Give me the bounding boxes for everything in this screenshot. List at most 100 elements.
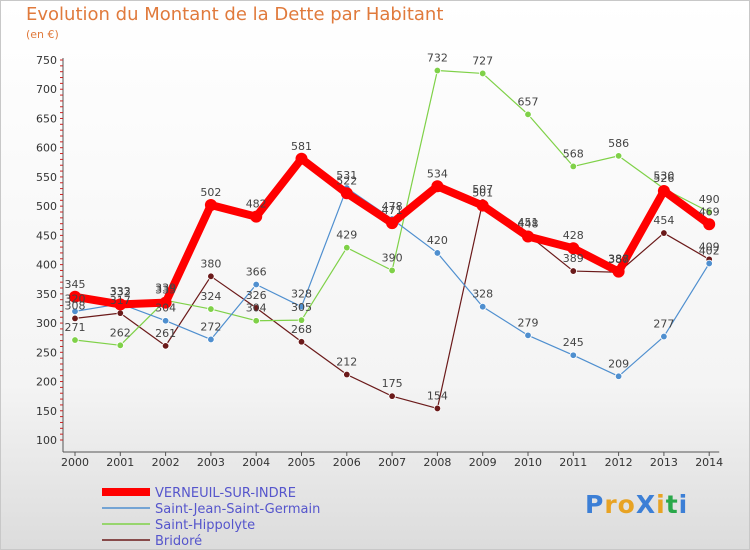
x-tick-label: 2014 — [695, 456, 723, 469]
x-tick-label: 2013 — [650, 456, 678, 469]
data-point — [207, 305, 215, 313]
y-tick-label: 200 — [36, 376, 57, 389]
data-point — [71, 307, 79, 316]
y-tick-label: 350 — [36, 288, 57, 301]
data-point — [204, 198, 217, 211]
data-label: 326 — [246, 289, 267, 302]
data-label: 534 — [427, 167, 448, 180]
data-label: 209 — [608, 357, 629, 370]
data-label: 271 — [65, 321, 86, 334]
y-tick-label: 500 — [36, 200, 57, 213]
data-point — [569, 351, 577, 359]
y-tick-label: 250 — [36, 346, 57, 359]
data-point — [657, 184, 670, 197]
data-label: 333 — [110, 285, 131, 298]
logo-letter: t — [665, 490, 679, 519]
data-label: 526 — [653, 172, 674, 185]
proxiti-logo: ProXiti — [585, 490, 688, 519]
x-tick-label: 2006 — [333, 456, 361, 469]
data-label: 320 — [65, 292, 86, 305]
data-point — [69, 290, 81, 303]
data-point — [569, 267, 577, 275]
y-tick-label: 550 — [36, 171, 57, 184]
data-point — [660, 332, 668, 341]
data-label: 305 — [291, 301, 312, 314]
data-point — [71, 314, 79, 323]
legend-label: VERNEUIL-SUR-INDRE — [155, 486, 296, 501]
data-point — [703, 218, 716, 231]
data-point — [388, 392, 396, 400]
data-label: 345 — [65, 278, 86, 291]
data-label: 581 — [291, 140, 312, 153]
data-point — [705, 259, 713, 268]
logo-letter: P — [585, 490, 605, 519]
logo-letter: X — [635, 490, 657, 519]
data-point — [567, 242, 580, 255]
y-tick-label: 300 — [36, 317, 57, 330]
data-label: 727 — [472, 54, 493, 67]
x-tick-label: 2007 — [378, 456, 406, 469]
data-label: 530 — [653, 170, 674, 183]
data-point — [71, 336, 79, 344]
data-label: 522 — [336, 174, 357, 187]
data-point — [614, 152, 623, 160]
data-point — [569, 162, 577, 171]
y-tick-label: 700 — [36, 83, 57, 96]
data-point — [386, 217, 399, 230]
data-point — [114, 298, 127, 311]
logo-letter: i — [678, 490, 689, 519]
y-tick-label: 400 — [36, 259, 57, 272]
data-label: 380 — [200, 257, 221, 270]
data-label: 429 — [336, 229, 357, 242]
x-tick-label: 2009 — [469, 456, 497, 469]
data-label: 454 — [653, 214, 674, 227]
data-point — [297, 338, 306, 346]
data-label: 304 — [155, 302, 176, 315]
data-point — [433, 66, 442, 75]
data-point — [522, 230, 534, 243]
data-label: 531 — [336, 169, 357, 182]
x-tick-label: 2004 — [242, 456, 270, 469]
data-label: 268 — [291, 323, 312, 336]
data-label: 471 — [382, 204, 403, 217]
data-label: 568 — [563, 147, 584, 160]
data-point — [612, 265, 625, 278]
legend-label: Bridoré — [155, 534, 202, 549]
data-label: 366 — [246, 265, 267, 278]
data-point — [161, 342, 170, 350]
data-point — [705, 208, 713, 216]
data-label: 448 — [518, 218, 539, 231]
data-point — [252, 280, 260, 289]
data-label: 245 — [563, 336, 584, 349]
data-point — [250, 210, 263, 223]
chart-title: Evolution du Montant de la Dette par Hab… — [26, 4, 444, 25]
logo-letter: r — [604, 490, 618, 519]
data-label: 502 — [200, 186, 221, 199]
data-point — [252, 317, 260, 325]
data-point — [660, 229, 668, 237]
data-label: 154 — [427, 389, 448, 402]
data-label: 402 — [699, 244, 720, 257]
data-label: 657 — [518, 95, 539, 108]
data-label: 335 — [155, 284, 176, 297]
data-label: 389 — [563, 252, 584, 265]
data-point — [161, 317, 170, 325]
y-tick-label: 750 — [36, 54, 57, 67]
data-point — [343, 370, 351, 379]
data-point — [297, 303, 306, 311]
legend-label: Saint-Jean-Saint-Germain — [155, 502, 320, 517]
data-point — [252, 304, 260, 312]
data-label: 317 — [110, 294, 131, 307]
data-label: 428 — [563, 229, 584, 242]
data-label: 262 — [110, 326, 131, 339]
chart-subtitle: (en €) — [26, 28, 59, 41]
data-label: 175 — [382, 377, 403, 390]
data-point — [433, 404, 442, 413]
y-tick-label: 650 — [36, 112, 57, 125]
data-point — [207, 335, 215, 344]
logo-letter: i — [656, 490, 666, 519]
data-point — [388, 266, 396, 275]
data-label: 586 — [608, 137, 629, 150]
data-point — [297, 316, 306, 324]
